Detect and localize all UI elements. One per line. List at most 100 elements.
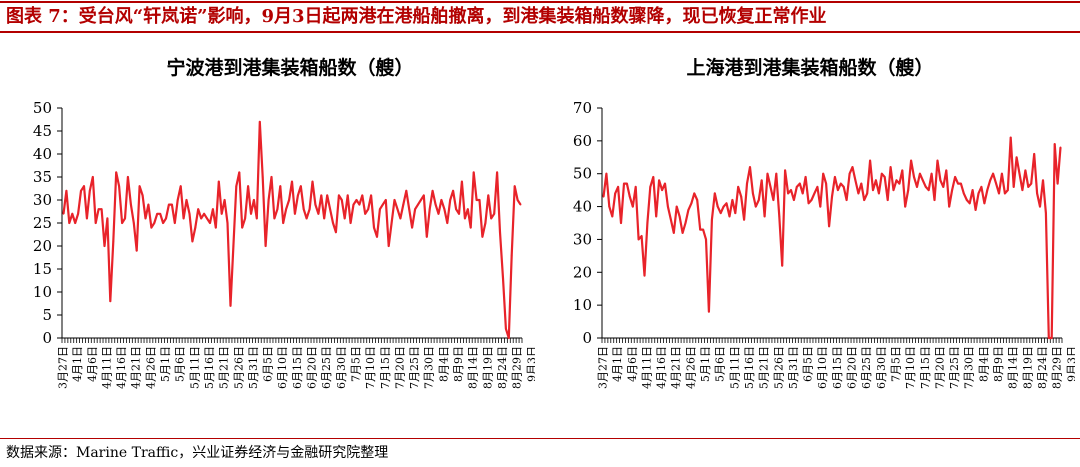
data-point (1009, 136, 1012, 139)
data-point (1053, 143, 1056, 145)
data-point (1050, 337, 1053, 339)
data-point (631, 205, 634, 208)
x-tick-label: 8月4日 (977, 346, 990, 382)
data-point (760, 179, 763, 182)
data-point (402, 203, 405, 206)
data-point (346, 194, 349, 197)
data-point (1039, 205, 1041, 208)
data-point (156, 212, 159, 215)
y-tick-label: 20 (33, 237, 52, 255)
y-tick-label: 30 (33, 191, 52, 209)
x-tick-label: 8月4日 (437, 346, 450, 382)
data-point (910, 159, 912, 162)
data-point (837, 189, 839, 191)
data-point (986, 189, 989, 191)
data-point (886, 199, 889, 201)
data-point (672, 232, 675, 234)
data-point (376, 235, 378, 238)
data-point (91, 176, 94, 178)
data-point (1056, 182, 1059, 185)
x-tick-label: 8月24日 (1036, 346, 1049, 389)
data-point (737, 186, 740, 188)
data-point (270, 176, 273, 178)
x-tick-label: 4月16日 (115, 346, 128, 389)
data-point (968, 202, 971, 205)
data-point (752, 192, 754, 195)
data-point (658, 179, 660, 182)
data-point (652, 176, 655, 178)
data-point (171, 203, 173, 206)
data-point (364, 212, 367, 215)
data-point (162, 222, 165, 224)
bottom-rule (0, 438, 1080, 439)
data-point (425, 235, 428, 238)
data-point (661, 189, 663, 191)
data-point (97, 208, 100, 211)
data-point (130, 203, 132, 206)
data-point (253, 199, 255, 201)
data-point (866, 192, 869, 195)
data-point (1021, 189, 1024, 191)
y-tick-label: 40 (573, 198, 592, 216)
data-point (80, 189, 82, 192)
data-point (220, 212, 223, 215)
data-point (664, 182, 666, 185)
data-point (390, 222, 393, 224)
x-tick-label: 4月21日 (130, 346, 143, 389)
data-point (182, 217, 185, 220)
x-tick-label: 5月1日 (699, 346, 712, 382)
data-point (907, 189, 910, 191)
data-point (106, 217, 109, 220)
data-point (264, 245, 267, 247)
x-tick-label: 7月25日 (408, 346, 421, 389)
data-point (250, 212, 252, 215)
data-point (942, 186, 945, 188)
data-point (605, 172, 608, 175)
data-point (176, 199, 179, 201)
x-tick-label: 4月1日 (611, 346, 624, 382)
x-tick-label: 5月16日 (743, 346, 756, 389)
data-point (637, 238, 640, 241)
data-point (743, 218, 745, 221)
data-point (790, 189, 792, 191)
data-point (138, 185, 141, 188)
data-point (927, 189, 930, 191)
data-point (314, 203, 317, 206)
data-point (878, 192, 880, 195)
data-point (693, 192, 696, 195)
data-point (699, 228, 702, 231)
data-point (889, 166, 892, 168)
x-tick-label: 4月11日 (640, 346, 653, 389)
data-point (995, 182, 997, 185)
data-point (711, 218, 713, 221)
data-point (945, 169, 948, 172)
data-point (261, 176, 264, 178)
data-point (869, 159, 871, 162)
data-point (273, 217, 276, 220)
data-point (813, 192, 816, 195)
data-point (880, 172, 883, 175)
data-point (191, 240, 194, 243)
data-point (728, 215, 731, 218)
data-point (913, 176, 915, 178)
data-point (65, 189, 68, 192)
x-tick-label: 4月21日 (670, 346, 683, 389)
data-point (702, 228, 704, 231)
data-point (924, 186, 927, 188)
data-point (957, 182, 959, 185)
data-point (930, 172, 933, 175)
data-point (332, 222, 334, 224)
data-point (992, 172, 994, 175)
x-tick-label: 8月14日 (1007, 346, 1020, 389)
data-point (223, 199, 226, 201)
data-point (469, 226, 472, 229)
data-point (381, 203, 384, 206)
data-point (326, 194, 329, 197)
data-point (217, 180, 220, 183)
data-point (194, 226, 197, 229)
data-point (408, 208, 411, 211)
data-point (405, 189, 408, 192)
data-point (475, 199, 478, 201)
top-rule (0, 1, 1080, 3)
data-point (317, 212, 320, 215)
